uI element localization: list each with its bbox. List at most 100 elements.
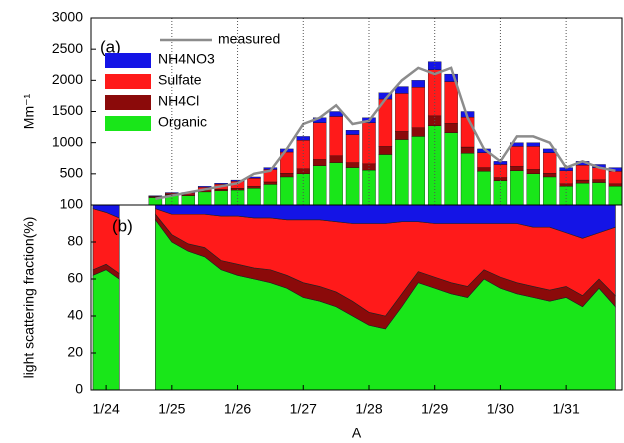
measured-line bbox=[155, 66, 616, 200]
bar-segment bbox=[460, 116, 475, 148]
bar-segment bbox=[526, 169, 541, 174]
bar-segment bbox=[345, 162, 360, 168]
y-tick-label: 2500 bbox=[52, 40, 83, 56]
bar-segment bbox=[592, 182, 606, 205]
bar-segment bbox=[362, 169, 376, 205]
bar-segment bbox=[395, 86, 409, 94]
bar-segment bbox=[460, 153, 475, 205]
bar-segment bbox=[411, 87, 425, 128]
bar-segment bbox=[427, 61, 442, 70]
legend-swatch bbox=[105, 116, 151, 131]
bar-segment bbox=[444, 132, 458, 205]
bar-segment bbox=[411, 136, 425, 205]
bar-segment bbox=[411, 127, 425, 137]
bar-segment bbox=[345, 167, 360, 205]
bar-segment bbox=[559, 183, 573, 187]
bar-segment bbox=[575, 179, 590, 184]
bar-segment bbox=[526, 142, 541, 147]
x-tick-label: 1/26 bbox=[224, 401, 251, 417]
plot-frame bbox=[90, 204, 623, 391]
legend-swatch bbox=[105, 95, 151, 110]
bar-segment bbox=[378, 154, 393, 205]
bar-segment bbox=[214, 183, 228, 185]
legend-swatch bbox=[105, 53, 151, 68]
bar-segment bbox=[362, 163, 376, 171]
bar-segment bbox=[460, 146, 475, 154]
legend-label: measured bbox=[218, 31, 280, 47]
bar-segment bbox=[329, 116, 343, 156]
bar-segment bbox=[312, 159, 327, 166]
y-axis-label: light scattering fraction(%) bbox=[21, 217, 37, 379]
bar-segment bbox=[411, 80, 425, 88]
bar-segment bbox=[542, 152, 557, 174]
bar-segment bbox=[214, 190, 228, 205]
y-tick-label: 2000 bbox=[52, 71, 83, 87]
bar-segment bbox=[247, 188, 261, 205]
y-tick-label: 500 bbox=[60, 165, 84, 181]
bar-segment bbox=[214, 188, 228, 191]
y-tick-label: 1000 bbox=[52, 133, 83, 149]
bar-segment bbox=[280, 176, 294, 205]
bar-segment bbox=[345, 134, 360, 163]
area bbox=[92, 269, 120, 390]
bar-segment bbox=[263, 184, 278, 205]
bar-segment bbox=[378, 146, 393, 155]
bar-segment bbox=[444, 81, 458, 124]
bar-segment bbox=[197, 191, 212, 205]
bar-segment bbox=[510, 166, 524, 171]
y-tick-label: 20 bbox=[67, 344, 83, 360]
bar-segment bbox=[542, 176, 557, 205]
x-tick-label: 1/27 bbox=[290, 401, 317, 417]
bar-segment bbox=[510, 170, 524, 205]
panel-annotation: (a) bbox=[100, 37, 121, 56]
plot-area bbox=[148, 61, 622, 205]
bar-segment bbox=[526, 146, 541, 170]
legend-label: Organic bbox=[158, 114, 207, 130]
legend-label: NH4NO3 bbox=[158, 51, 215, 67]
bar-segment bbox=[329, 162, 343, 205]
x-tick-label: 1/29 bbox=[421, 401, 448, 417]
bar-segment bbox=[608, 186, 622, 205]
bar-segment bbox=[395, 131, 409, 140]
bar-segment bbox=[312, 122, 327, 160]
plot-area bbox=[92, 205, 616, 390]
bar-segment bbox=[575, 164, 590, 181]
area bbox=[92, 205, 120, 219]
bar-segment bbox=[477, 167, 491, 172]
bar-segment bbox=[181, 195, 195, 205]
bar-segment bbox=[247, 186, 261, 189]
y-axis-label: Mm⁻¹ bbox=[21, 93, 37, 129]
legend-swatch bbox=[105, 74, 151, 89]
x-tick-label: 1/24 bbox=[92, 401, 119, 417]
y-tick-label: 80 bbox=[67, 233, 83, 249]
bar-segment bbox=[312, 165, 327, 205]
y-tick-label: 100 bbox=[60, 196, 84, 212]
x-tick-label: 1/30 bbox=[487, 401, 514, 417]
x-tick-label: 1/31 bbox=[553, 401, 580, 417]
bar-segment bbox=[608, 183, 622, 187]
y-tick-label: 3000 bbox=[52, 9, 83, 25]
bar-segment bbox=[444, 123, 458, 133]
legend-label: NH4Cl bbox=[158, 93, 199, 109]
bar-segment bbox=[362, 122, 376, 165]
area bbox=[155, 205, 616, 239]
bar-segment bbox=[510, 146, 524, 167]
y-tick-label: 0 bbox=[75, 381, 83, 397]
bar-segment bbox=[575, 183, 590, 205]
bar-segment bbox=[329, 155, 343, 163]
bar-segment bbox=[526, 173, 541, 205]
x-tick-label: 1/28 bbox=[355, 401, 382, 417]
bar-segment bbox=[542, 173, 557, 178]
bar-segment bbox=[345, 130, 360, 135]
bar-segment bbox=[477, 171, 491, 205]
bar-segment bbox=[608, 171, 622, 184]
bar-segment bbox=[247, 178, 261, 187]
bar-segment bbox=[444, 73, 458, 82]
bar-segment bbox=[592, 179, 606, 183]
bar-segment bbox=[395, 93, 409, 132]
bar-segment bbox=[263, 181, 278, 185]
legend-label: Sulfate bbox=[158, 72, 202, 88]
x-axis-label: A bbox=[352, 425, 362, 441]
